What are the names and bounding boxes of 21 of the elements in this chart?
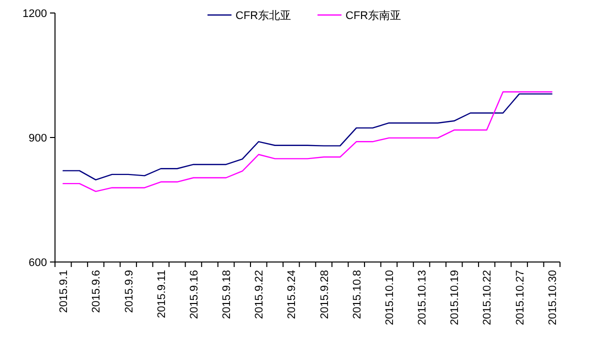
x-tick-label: 2015.10.22 xyxy=(482,270,494,326)
x-tick-label: 2015.9.18 xyxy=(221,270,234,319)
x-tick-label: 2015.10.19 xyxy=(449,270,462,326)
legend-label: CFR东北亚 xyxy=(236,9,292,22)
x-tick-label: 2015.10.30 xyxy=(546,270,559,326)
x-tick-label: 2015.9.6 xyxy=(90,270,103,313)
x-tick-label: 2015.9.1 xyxy=(58,270,70,313)
x-tick-label: 2015.9.9 xyxy=(123,270,136,313)
y-tick-label: 900 xyxy=(28,132,47,144)
y-tick-label: 1200 xyxy=(22,8,47,20)
x-tick-label: 2015.10.13 xyxy=(416,270,429,326)
x-tick-label: 2015.9.24 xyxy=(286,270,298,319)
x-tick-label: 2015.9.22 xyxy=(254,270,266,319)
x-tick-label: 2015.9.11 xyxy=(156,270,168,318)
y-tick-label: 600 xyxy=(28,257,47,269)
x-tick-label: 2015.9.28 xyxy=(318,270,331,319)
legend-label: CFR东南亚 xyxy=(346,9,402,22)
x-tick-label: 2015.10.8 xyxy=(351,270,364,319)
x-tick-label: 2015.10.10 xyxy=(384,270,396,326)
x-tick-label: 2015.10.27 xyxy=(514,270,526,326)
x-tick-label: 2015.9.16 xyxy=(188,270,200,319)
